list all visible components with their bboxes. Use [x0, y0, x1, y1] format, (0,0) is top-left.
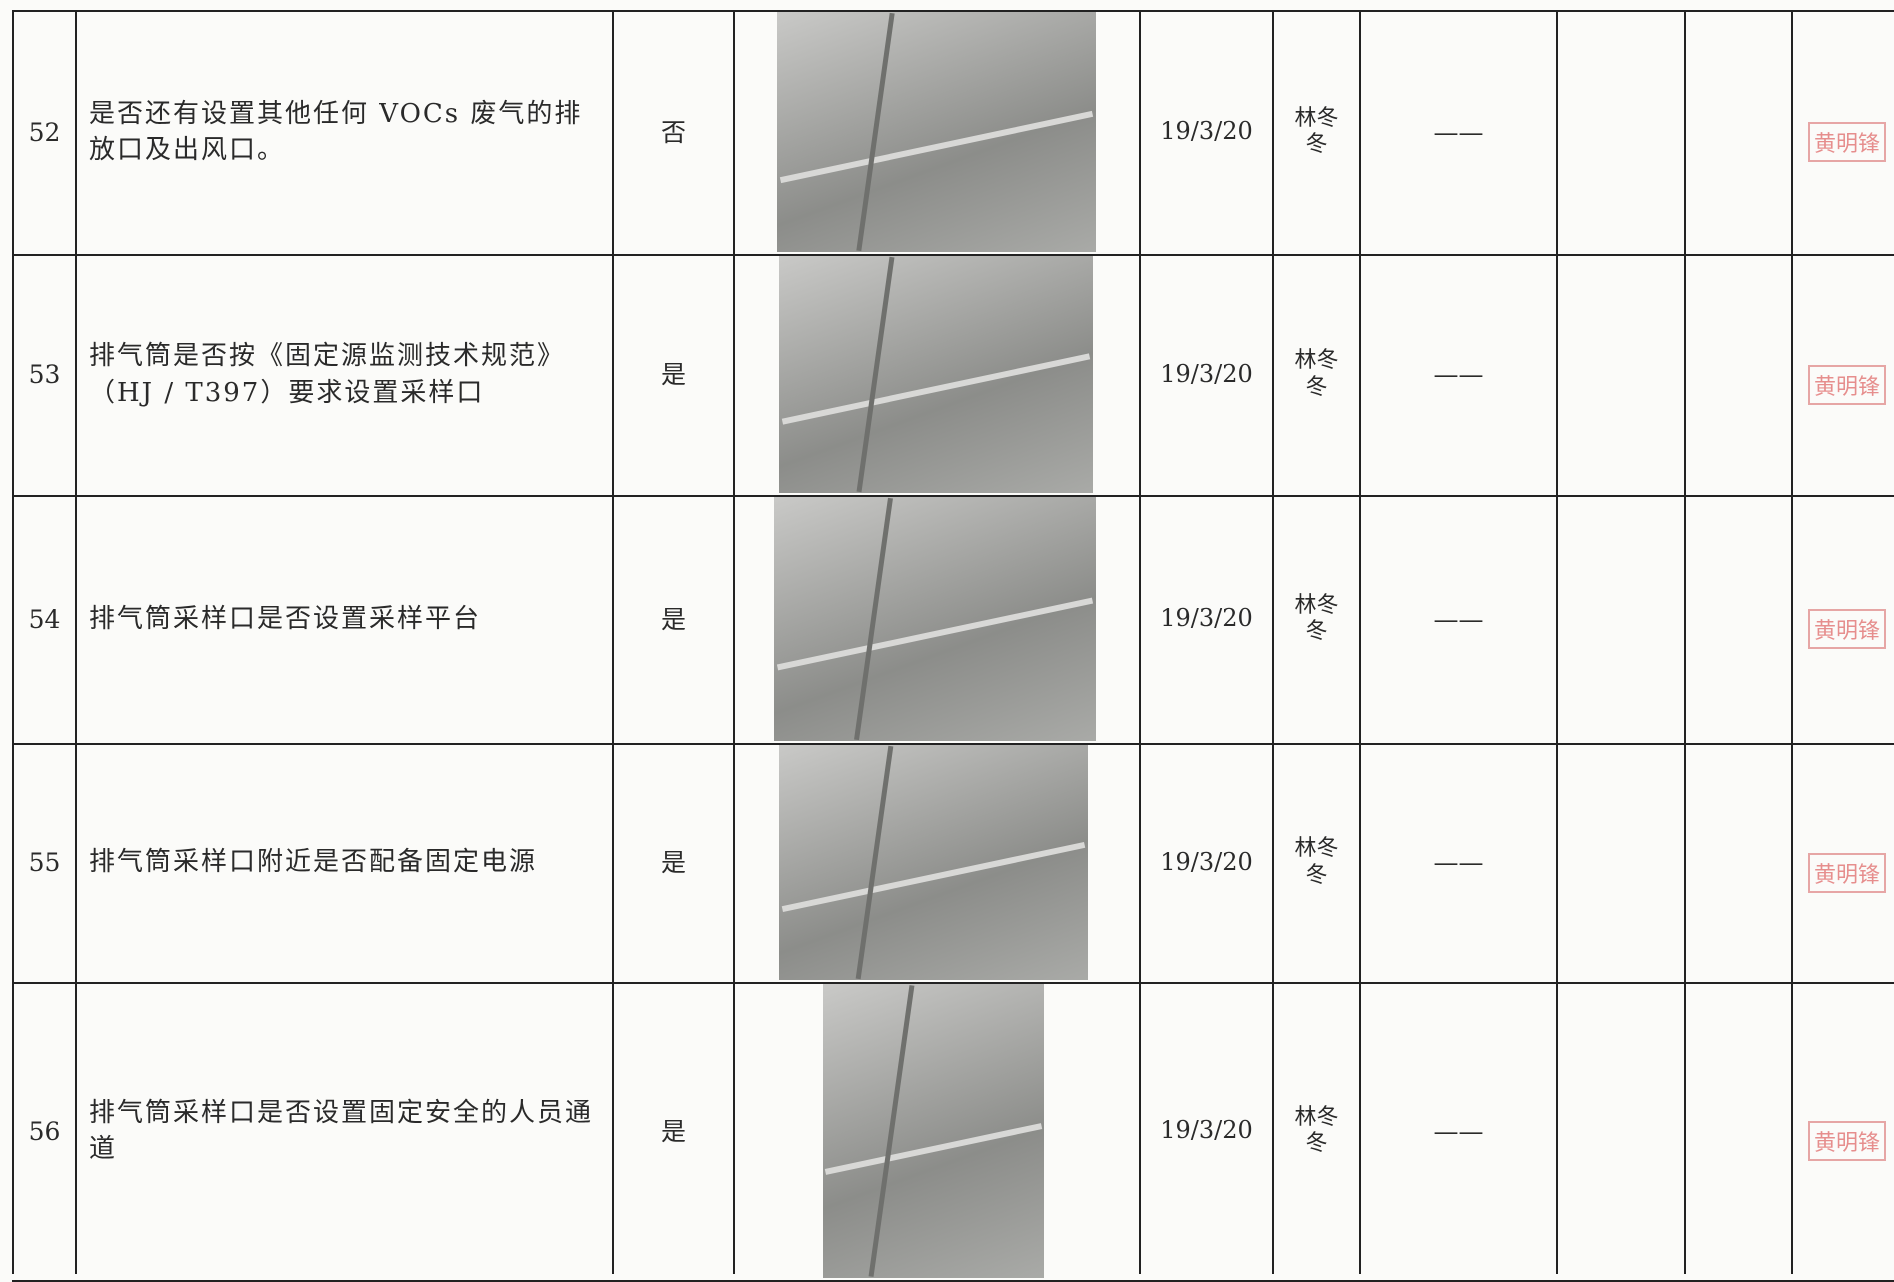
inspector: 林冬冬 — [1294, 592, 1339, 644]
column-line — [612, 10, 614, 1274]
seal-stamp: 黄明锋 — [1808, 609, 1887, 649]
result: 是 — [660, 360, 686, 389]
column-line — [1272, 10, 1274, 1274]
remark: —— — [1433, 117, 1484, 147]
column-line — [12, 10, 14, 1274]
column-line — [1359, 10, 1361, 1274]
item: 排气筒采样口附近是否配备固定电源 — [89, 847, 538, 878]
remark: —— — [1433, 848, 1484, 877]
row-line — [12, 495, 1894, 497]
row-line — [12, 254, 1894, 256]
inspector: 林冬冬 — [1294, 105, 1339, 157]
photo — [779, 745, 1088, 980]
no: 54 — [28, 604, 61, 634]
row-line — [12, 10, 1894, 12]
result: 是 — [660, 848, 686, 877]
no: 56 — [28, 1116, 61, 1146]
no: 55 — [28, 848, 61, 877]
item: 排气筒是否按《固定源监测技术规范》（HJ / T397）要求设置采样口 — [89, 341, 566, 408]
photo — [779, 256, 1093, 493]
no: 53 — [28, 360, 61, 389]
inspector: 林冬冬 — [1294, 1104, 1339, 1156]
photo — [823, 984, 1044, 1278]
date: 19/3/20 — [1160, 359, 1253, 388]
seal-stamp: 黄明锋 — [1808, 852, 1887, 893]
row-line — [12, 982, 1894, 984]
item: 排气筒采样口是否设置采样平台 — [89, 603, 482, 634]
item: 是否还有设置其他任何 VOCs 废气的排放口及出风口。 — [89, 98, 583, 165]
column-line — [1684, 10, 1686, 1274]
date: 19/3/20 — [1160, 1116, 1253, 1145]
result: 是 — [660, 604, 686, 634]
photo — [774, 497, 1096, 741]
seal-stamp: 黄明锋 — [1808, 122, 1887, 162]
remark: —— — [1433, 1116, 1484, 1146]
date: 19/3/20 — [1160, 847, 1253, 876]
row-line — [12, 743, 1894, 745]
date: 19/3/20 — [1160, 604, 1253, 633]
inspector: 林冬冬 — [1294, 348, 1339, 400]
inspector: 林冬冬 — [1294, 836, 1339, 888]
remark: —— — [1433, 604, 1484, 634]
result: 否 — [660, 117, 686, 147]
photo — [777, 12, 1096, 252]
item: 排气筒采样口是否设置固定安全的人员通道 — [89, 1097, 594, 1164]
seal-stamp: 黄明锋 — [1808, 364, 1887, 405]
column-line — [1791, 10, 1793, 1274]
no: 52 — [28, 117, 61, 147]
column-line — [1139, 10, 1141, 1274]
seal-stamp: 黄明锋 — [1808, 1121, 1887, 1161]
date: 19/3/20 — [1160, 117, 1253, 146]
column-line — [1556, 10, 1558, 1274]
remark: —— — [1433, 360, 1484, 389]
result: 是 — [660, 1116, 686, 1146]
column-line — [75, 10, 77, 1274]
column-line — [733, 10, 735, 1274]
